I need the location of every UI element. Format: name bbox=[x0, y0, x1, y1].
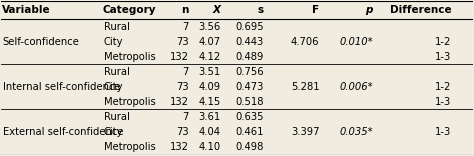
Text: 0.635: 0.635 bbox=[236, 112, 264, 122]
Text: 0.035*: 0.035* bbox=[339, 127, 373, 137]
Text: 0.489: 0.489 bbox=[236, 52, 264, 62]
Text: 3.56: 3.56 bbox=[198, 22, 220, 32]
Text: External self-confidence: External self-confidence bbox=[3, 127, 123, 137]
Text: Rural: Rural bbox=[104, 22, 129, 32]
Text: Variable: Variable bbox=[2, 5, 51, 15]
Text: Self-confidence: Self-confidence bbox=[3, 37, 80, 47]
Text: 73: 73 bbox=[176, 127, 189, 137]
Text: 1-3: 1-3 bbox=[435, 52, 451, 62]
Text: 1-3: 1-3 bbox=[435, 97, 451, 107]
Text: City: City bbox=[104, 127, 123, 137]
Text: 0.473: 0.473 bbox=[236, 82, 264, 92]
Text: 0.518: 0.518 bbox=[236, 97, 264, 107]
Text: 4.15: 4.15 bbox=[198, 97, 220, 107]
Text: X: X bbox=[212, 5, 220, 15]
Text: 5.281: 5.281 bbox=[291, 82, 319, 92]
Text: 7: 7 bbox=[182, 67, 189, 77]
Text: City: City bbox=[104, 82, 123, 92]
Text: City: City bbox=[104, 37, 123, 47]
Text: 132: 132 bbox=[170, 142, 189, 152]
Text: Metropolis: Metropolis bbox=[104, 97, 155, 107]
Text: F: F bbox=[312, 5, 319, 15]
Text: s: s bbox=[258, 5, 264, 15]
Text: 132: 132 bbox=[170, 52, 189, 62]
Text: 4.04: 4.04 bbox=[199, 127, 220, 137]
Text: 4.706: 4.706 bbox=[291, 37, 319, 47]
Text: 3.397: 3.397 bbox=[291, 127, 319, 137]
Text: 132: 132 bbox=[170, 97, 189, 107]
Text: Rural: Rural bbox=[104, 67, 129, 77]
Text: 7: 7 bbox=[182, 22, 189, 32]
Text: 3.51: 3.51 bbox=[198, 67, 220, 77]
Text: 3.61: 3.61 bbox=[198, 112, 220, 122]
Text: 0.498: 0.498 bbox=[236, 142, 264, 152]
Text: 73: 73 bbox=[176, 37, 189, 47]
Text: 0.006*: 0.006* bbox=[339, 82, 373, 92]
Text: Metropolis: Metropolis bbox=[104, 142, 155, 152]
Text: 0.695: 0.695 bbox=[235, 22, 264, 32]
Text: n: n bbox=[182, 5, 189, 15]
Text: 0.756: 0.756 bbox=[235, 67, 264, 77]
Text: 0.443: 0.443 bbox=[236, 37, 264, 47]
Text: Rural: Rural bbox=[104, 112, 129, 122]
Text: 1-2: 1-2 bbox=[435, 82, 451, 92]
Text: Difference: Difference bbox=[390, 5, 451, 15]
Text: 0.461: 0.461 bbox=[236, 127, 264, 137]
Text: p: p bbox=[365, 5, 373, 15]
Text: Metropolis: Metropolis bbox=[104, 52, 155, 62]
Text: 1-2: 1-2 bbox=[435, 37, 451, 47]
Text: 4.09: 4.09 bbox=[199, 82, 220, 92]
Text: 0.010*: 0.010* bbox=[339, 37, 373, 47]
Text: Internal self-confidence: Internal self-confidence bbox=[3, 82, 120, 92]
Text: 4.07: 4.07 bbox=[199, 37, 220, 47]
Text: 4.10: 4.10 bbox=[199, 142, 220, 152]
Text: 4.12: 4.12 bbox=[198, 52, 220, 62]
Text: 1-3: 1-3 bbox=[435, 127, 451, 137]
Text: 73: 73 bbox=[176, 82, 189, 92]
Text: Category: Category bbox=[103, 5, 156, 15]
Text: 7: 7 bbox=[182, 112, 189, 122]
